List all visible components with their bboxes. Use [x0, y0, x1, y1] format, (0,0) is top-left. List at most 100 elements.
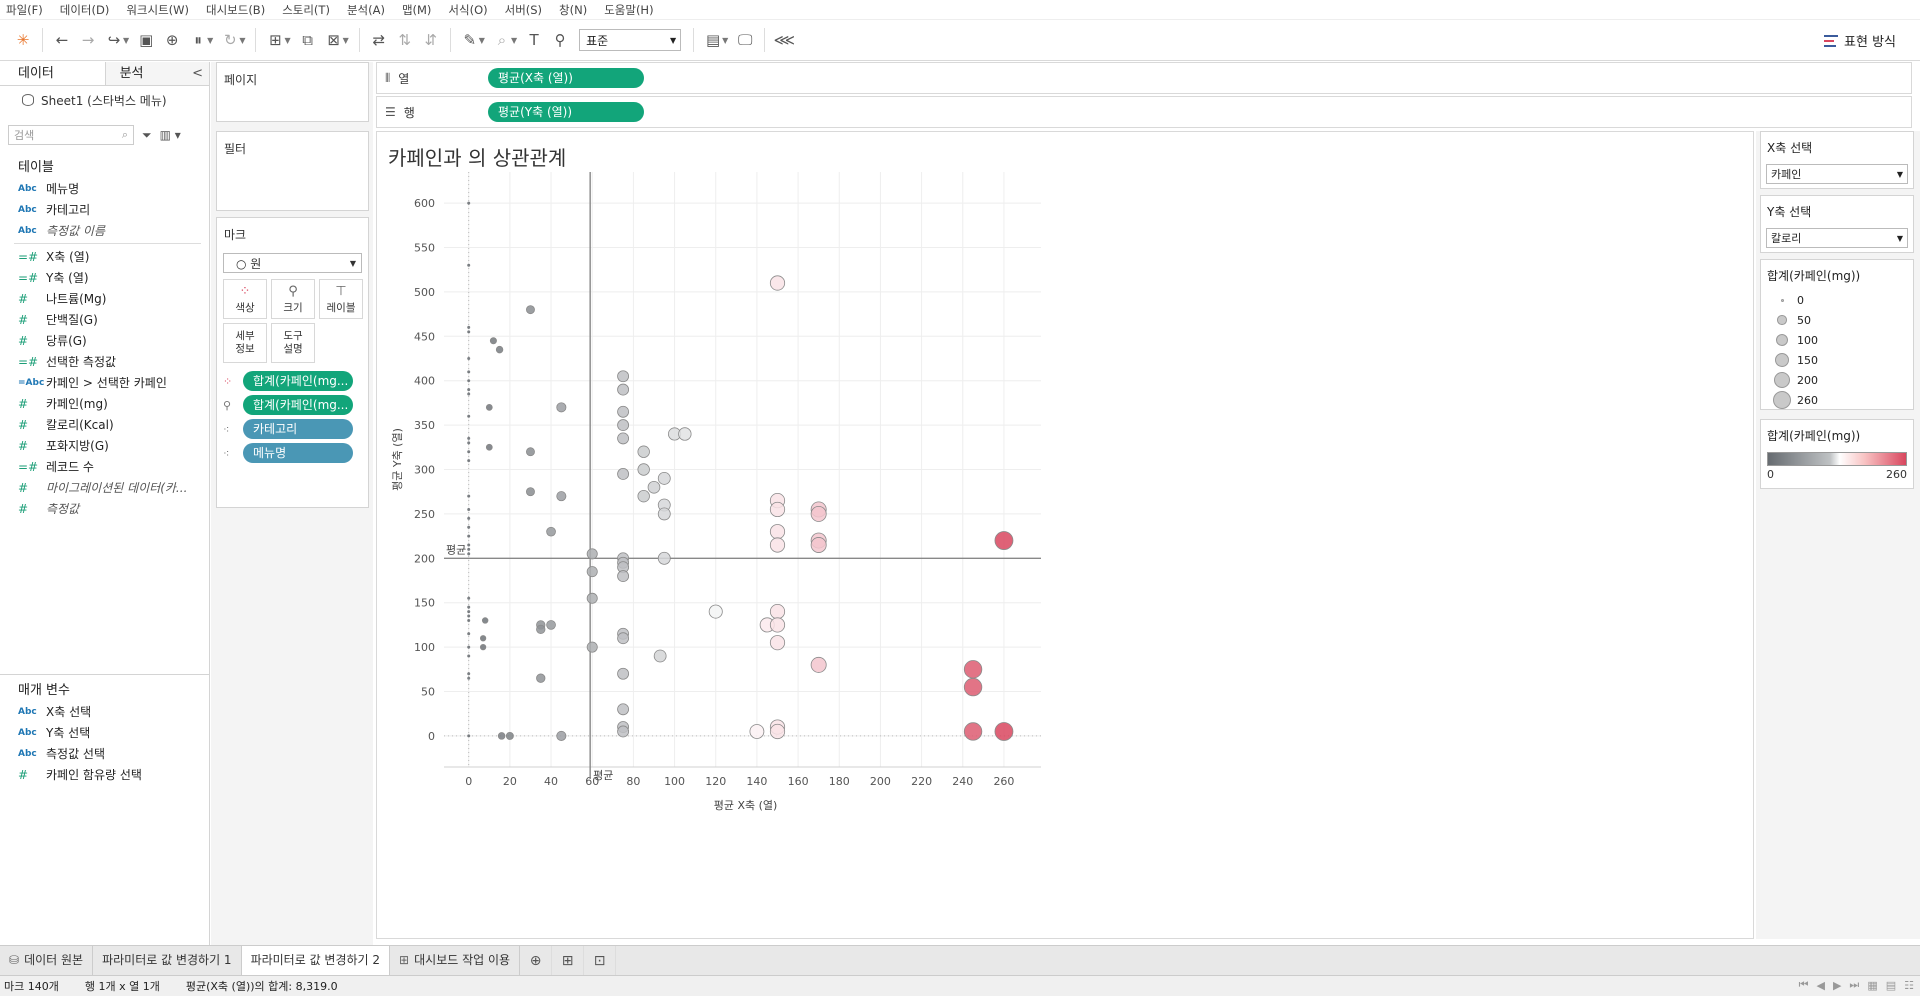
size-legend-item[interactable]: 0	[1761, 290, 1913, 310]
swap-axes-icon[interactable]: ⇄	[372, 31, 386, 49]
scatter-point[interactable]	[467, 547, 471, 551]
scatter-plot[interactable]: 0 20 40 60 80 100 120 140 160 180 200 220 240 260 0 50 1…	[377, 132, 1753, 938]
field-item[interactable]: =Abc 카페인 > 선택한 카페인	[0, 372, 209, 393]
scatter-point[interactable]	[637, 489, 650, 503]
mark-pill[interactable]: 메뉴명	[243, 443, 353, 463]
scatter-point[interactable]	[637, 445, 650, 458]
scatter-point[interactable]	[994, 531, 1014, 550]
scatter-point[interactable]	[556, 730, 567, 741]
scatter-point[interactable]	[769, 603, 786, 620]
datasource-item[interactable]: Sheet1 (스타벅스 메뉴)	[0, 86, 209, 114]
scatter-point[interactable]	[467, 632, 471, 636]
scatter-point[interactable]	[479, 643, 487, 651]
save-icon[interactable]: ▣	[139, 31, 154, 49]
show-cards-icon[interactable]: ▤	[706, 31, 721, 49]
field-item[interactable]: =# 레코드 수	[0, 456, 209, 477]
scatter-point[interactable]	[708, 604, 723, 619]
rows-shelf[interactable]: ☰ 행 평균(Y축 (열))	[376, 96, 1912, 128]
scatter-point[interactable]	[769, 617, 786, 633]
field-item[interactable]: =# 선택한 측정값	[0, 351, 209, 372]
y-axis-title[interactable]: 평균 Y축 (열)	[391, 428, 404, 491]
y-axis-parameter-select[interactable]: 칼로리 ▼	[1766, 228, 1908, 248]
menu-item[interactable]: 창(N)	[559, 2, 588, 17]
filters-card[interactable]: 필터	[216, 131, 369, 211]
new-datasource-icon[interactable]: ⊕	[165, 31, 179, 49]
scatter-point[interactable]	[467, 645, 471, 649]
scatter-point[interactable]	[749, 724, 765, 739]
mark-pill[interactable]: 합계(카페인(mg...	[243, 395, 353, 415]
scatter-point[interactable]	[467, 494, 471, 498]
scatter-point[interactable]	[467, 734, 471, 738]
rows-pill[interactable]: 평균(Y축 (열))	[488, 102, 644, 122]
search-input[interactable]: 검색 ⌕	[8, 125, 134, 145]
redo-icon[interactable]: →	[81, 31, 95, 49]
tab-data[interactable]: 데이터	[0, 62, 105, 85]
new-worksheet-icon[interactable]: ⊞	[269, 31, 282, 49]
size-legend-item[interactable]: 50	[1761, 310, 1913, 330]
scatter-point[interactable]	[657, 551, 671, 565]
scatter-point[interactable]	[467, 676, 471, 680]
scatter-point[interactable]	[497, 732, 506, 740]
scatter-point[interactable]	[467, 596, 471, 600]
sort-descending-icon[interactable]: ⇵	[424, 31, 438, 49]
scatter-point[interactable]	[617, 405, 630, 418]
sheet-tab[interactable]: ⊞ 대시보드 작업 이용	[390, 946, 521, 975]
field-item[interactable]: # 당류(G)	[0, 330, 209, 351]
label-button[interactable]: ⊤ 레이블	[319, 279, 363, 319]
menu-item[interactable]: 대시보드(B)	[206, 2, 266, 17]
scatter-point[interactable]	[467, 325, 471, 329]
menu-item[interactable]: 파일(F)	[6, 2, 43, 17]
field-item[interactable]: Abc 카테고리	[0, 199, 209, 220]
show-me-button[interactable]: 표현 방식	[1824, 31, 1896, 50]
scatter-point[interactable]	[467, 201, 471, 205]
scatter-point[interactable]	[810, 505, 827, 522]
scatter-point[interactable]	[485, 403, 493, 411]
scatter-point[interactable]	[586, 566, 598, 578]
new-story-icon[interactable]: ⊡	[584, 946, 617, 975]
chevron-down-icon[interactable]: ▼	[510, 35, 518, 45]
color-legend[interactable]: 합계(카페인(mg)) 0 260	[1760, 419, 1914, 489]
chevron-down-icon[interactable]: ▼	[239, 35, 246, 45]
columns-pill[interactable]: 평균(X축 (열))	[488, 68, 644, 88]
scatter-point[interactable]	[586, 548, 598, 560]
field-item[interactable]: Abc 측정값 이름	[0, 220, 209, 241]
scatter-point[interactable]	[617, 632, 630, 645]
scatter-point[interactable]	[546, 526, 556, 537]
scatter-point[interactable]	[769, 723, 786, 740]
menu-item[interactable]: 데이터(D)	[59, 2, 110, 17]
tableau-logo-icon[interactable]: ✳	[16, 31, 30, 49]
menu-item[interactable]: 서식(O)	[448, 2, 488, 17]
size-button[interactable]: ⚲ 크기	[271, 279, 315, 319]
chevron-down-icon[interactable]: ▼	[342, 35, 349, 45]
size-legend-item[interactable]: 200	[1761, 370, 1913, 390]
scatter-point[interactable]	[485, 443, 493, 451]
field-item[interactable]: =# Y축 (열)	[0, 267, 209, 288]
scatter-point[interactable]	[481, 617, 489, 624]
scatter-point[interactable]	[678, 427, 692, 441]
reference-line[interactable]: 평균	[444, 543, 1041, 560]
new-worksheet-icon[interactable]: ⊕	[520, 946, 553, 975]
chevron-down-icon[interactable]: ▼	[123, 35, 130, 45]
prev-page-icon[interactable]: ◀	[1816, 978, 1825, 992]
size-legend-item[interactable]: 260	[1761, 390, 1913, 410]
scatter-point[interactable]	[963, 722, 983, 741]
reference-line[interactable]: 평균	[589, 172, 613, 782]
chevron-down-icon[interactable]: ▼	[722, 35, 729, 45]
list-view-icon[interactable]: ☷	[1904, 978, 1914, 992]
x-axis-title[interactable]: 평균 X축 (열)	[714, 799, 778, 812]
field-item[interactable]: =# X축 (열)	[0, 246, 209, 267]
field-item[interactable]: # 칼로리(Kcal)	[0, 414, 209, 435]
field-item[interactable]: # 포화지방(G)	[0, 435, 209, 456]
scatter-point[interactable]	[526, 447, 535, 457]
scatter-point[interactable]	[769, 275, 786, 291]
scatter-point[interactable]	[495, 345, 504, 354]
last-page-icon[interactable]: ⏭	[1849, 978, 1860, 991]
presentation-mode-icon[interactable]: 🖵	[738, 31, 753, 49]
scatter-point[interactable]	[556, 402, 567, 413]
field-item[interactable]: # 카페인 함유량 선택	[0, 764, 209, 785]
scatter-point[interactable]	[617, 703, 630, 716]
scatter-point[interactable]	[467, 618, 471, 622]
field-item[interactable]: Abc X축 선택	[0, 701, 209, 722]
scatter-point[interactable]	[586, 592, 598, 604]
grid-view-icon[interactable]: ▦	[1867, 978, 1878, 992]
